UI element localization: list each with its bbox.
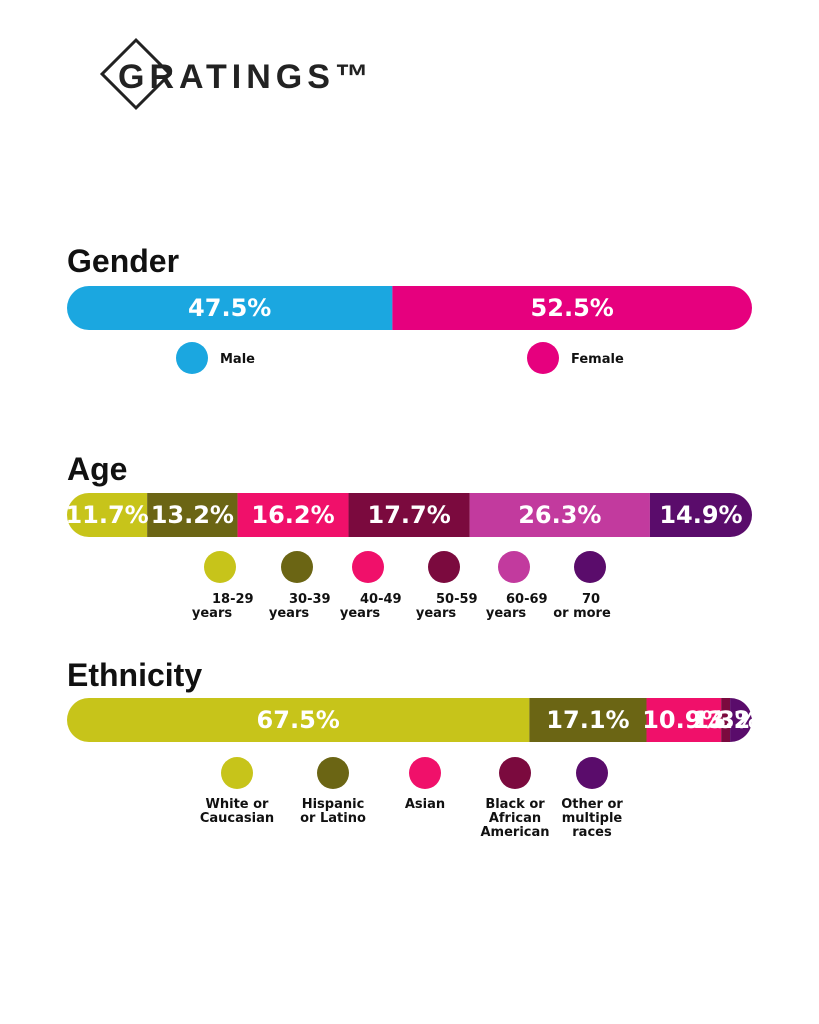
legend-label: 30-39 bbox=[289, 592, 331, 607]
value-label: 3.2% bbox=[708, 706, 775, 734]
chart-title: Ethnicity bbox=[67, 657, 202, 693]
bar-segment bbox=[67, 698, 530, 742]
legend-label: years bbox=[340, 606, 380, 621]
value-label: 1.3% bbox=[692, 706, 759, 734]
legend-swatch bbox=[498, 551, 530, 583]
legend-swatch bbox=[176, 342, 208, 374]
legend-label: Hispanic bbox=[302, 797, 365, 812]
legend-label: African bbox=[489, 811, 541, 826]
legend-label: Male bbox=[220, 352, 255, 367]
legend-label: 40-49 bbox=[360, 592, 402, 607]
legend-swatch bbox=[409, 757, 441, 789]
stacked-bar bbox=[67, 493, 752, 537]
value-label: 14.9% bbox=[659, 501, 742, 529]
legend-label: Asian bbox=[405, 797, 445, 812]
legend-swatch bbox=[574, 551, 606, 583]
legend-label: Caucasian bbox=[200, 811, 274, 826]
value-label: 10.9% bbox=[642, 706, 725, 734]
logo: GRATINGS™ bbox=[99, 37, 374, 111]
bar-segment bbox=[147, 493, 238, 537]
legend-label: years bbox=[269, 606, 309, 621]
legend-label: American bbox=[480, 825, 549, 840]
legend-swatch bbox=[317, 757, 349, 789]
stacked-bar bbox=[67, 286, 752, 330]
legend-swatch bbox=[499, 757, 531, 789]
legend-label: 50-59 bbox=[436, 592, 478, 607]
bar-segment bbox=[67, 286, 393, 330]
value-label: 47.5% bbox=[188, 294, 271, 322]
logo-diamond bbox=[99, 37, 173, 111]
value-label: 11.7% bbox=[65, 501, 148, 529]
legend-label: 60-69 bbox=[506, 592, 548, 607]
legend-label: or more bbox=[553, 606, 611, 621]
legend-label: years bbox=[416, 606, 456, 621]
legend-label: multiple bbox=[562, 811, 623, 826]
value-label: 67.5% bbox=[257, 706, 340, 734]
legend-label: 18-29 bbox=[212, 592, 254, 607]
value-label: 17.1% bbox=[546, 706, 629, 734]
value-label: 52.5% bbox=[531, 294, 614, 322]
legend-swatch bbox=[428, 551, 460, 583]
legend-label: races bbox=[572, 825, 612, 840]
bar-segment bbox=[67, 493, 148, 537]
legend-label: or Latino bbox=[300, 811, 366, 826]
legend-swatch bbox=[204, 551, 236, 583]
logo-text: GRATINGS™ bbox=[118, 58, 374, 96]
legend-swatch bbox=[281, 551, 313, 583]
legend-label: White or bbox=[206, 797, 270, 812]
legend-label: years bbox=[192, 606, 232, 621]
value-label: 13.2% bbox=[151, 501, 234, 529]
legend-label: 70 bbox=[582, 592, 600, 607]
bar-segment bbox=[348, 493, 470, 537]
legend-swatch bbox=[576, 757, 608, 789]
chart-title: Gender bbox=[67, 243, 179, 279]
bar-segment bbox=[646, 698, 722, 742]
value-label: 26.3% bbox=[518, 501, 601, 529]
legend-swatch bbox=[527, 342, 559, 374]
legend-label: Female bbox=[571, 352, 624, 367]
bar-segment bbox=[237, 493, 349, 537]
bar-segment bbox=[529, 698, 647, 742]
bar-segment bbox=[469, 493, 650, 537]
legend-swatch bbox=[221, 757, 253, 789]
bar-segment bbox=[721, 698, 731, 742]
legend-swatch bbox=[352, 551, 384, 583]
bar-segment bbox=[649, 493, 752, 537]
value-label: 16.2% bbox=[251, 501, 334, 529]
legend-label: Black or bbox=[485, 797, 545, 812]
legend-label: Other or bbox=[561, 797, 623, 812]
bar-segment bbox=[730, 698, 752, 742]
legend-label: years bbox=[486, 606, 526, 621]
value-label: 17.7% bbox=[368, 501, 451, 529]
stacked-bar bbox=[67, 698, 752, 742]
bar-segment bbox=[392, 286, 752, 330]
chart-title: Age bbox=[67, 451, 127, 487]
